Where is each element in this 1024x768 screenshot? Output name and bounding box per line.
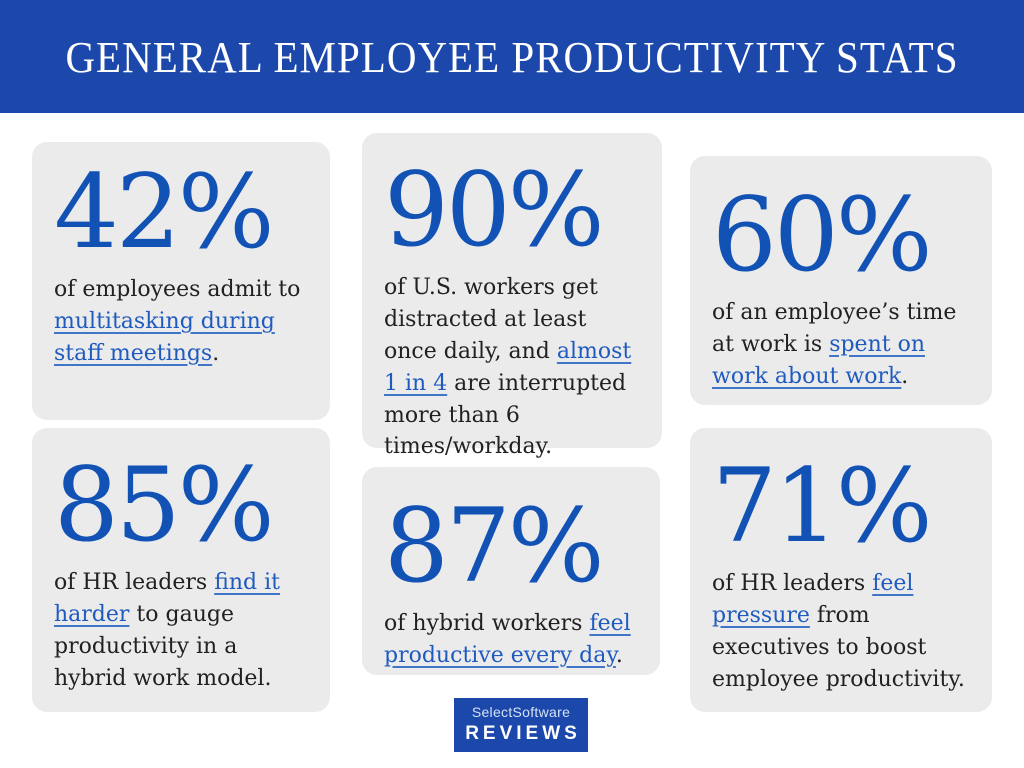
- stat-link[interactable]: feel productive every day: [384, 611, 631, 668]
- stat-card-work-about-work: 60% of an employee’s time at work is spe…: [690, 156, 992, 405]
- stat-text-segment: to gauge productivity in a hybrid work m…: [54, 601, 272, 691]
- brand-logo: SelectSoftware REVIEWS: [454, 698, 588, 752]
- brand-logo-name: SelectSoftware: [471, 704, 571, 721]
- stat-text-segment: .: [615, 642, 623, 668]
- stat-text-segment: of U.S. workers get distracted at least …: [384, 275, 598, 364]
- stat-value: 60%: [712, 176, 933, 295]
- stat-text: of HR leaders feel pressure from executi…: [712, 568, 970, 696]
- stat-text-segment: from executives to boost employee produc…: [712, 602, 965, 692]
- stat-value: 90%: [384, 151, 605, 270]
- stat-link[interactable]: multitasking during staff meetings: [54, 308, 275, 366]
- stat-text: of U.S. workers get distracted at least …: [384, 272, 640, 463]
- stat-card-multitasking-meetings: 42% of employees admit to multitasking d…: [32, 142, 330, 420]
- stat-value: 42%: [54, 153, 275, 272]
- stat-text: of an employee’s time at work is spent o…: [712, 297, 970, 393]
- stat-text-segment: .: [901, 363, 909, 389]
- stat-value: 85%: [54, 446, 275, 565]
- stat-link[interactable]: almost 1 in 4: [384, 338, 632, 396]
- stat-text-segment: of employees admit to: [54, 277, 301, 302]
- stat-text-segment: are interrupted more than 6 times/workda…: [384, 370, 627, 460]
- stat-text-segment: of an employee’s time at work is: [712, 300, 957, 357]
- stat-card-hybrid-feel-productive: 87% of hybrid workers feel productive ev…: [362, 467, 660, 675]
- stat-value: 87%: [384, 487, 605, 606]
- stat-text: of HR leaders find it harder to gauge pr…: [54, 567, 308, 695]
- stat-value: 71%: [712, 447, 933, 566]
- stat-card-workers-distracted: 90% of U.S. workers get distracted at le…: [362, 133, 662, 459]
- brand-logo-reviews: REVIEWS: [465, 722, 581, 744]
- stat-text-segment: of HR leaders: [712, 571, 873, 596]
- stat-link[interactable]: spent on work about work: [712, 331, 925, 389]
- stat-card-hr-gauge-productivity: 85% of HR leaders find it harder to gaug…: [32, 428, 330, 712]
- stat-link[interactable]: feel pressure: [712, 571, 914, 628]
- stat-text-segment: of HR leaders: [54, 570, 215, 595]
- stat-text: of hybrid workers feel productive every …: [384, 608, 638, 672]
- stat-text-segment: of hybrid workers: [384, 611, 590, 636]
- header-banner: GENERAL EMPLOYEE PRODUCTIVITY STATS: [0, 0, 1024, 113]
- stat-text-segment: .: [212, 340, 220, 366]
- stat-card-hr-pressure: 71% of HR leaders feel pressure from exe…: [690, 428, 992, 712]
- stat-link[interactable]: find it harder: [54, 570, 280, 627]
- page-title: GENERAL EMPLOYEE PRODUCTIVITY STATS: [65, 31, 959, 82]
- stat-text: of employees admit to multitasking durin…: [54, 274, 308, 370]
